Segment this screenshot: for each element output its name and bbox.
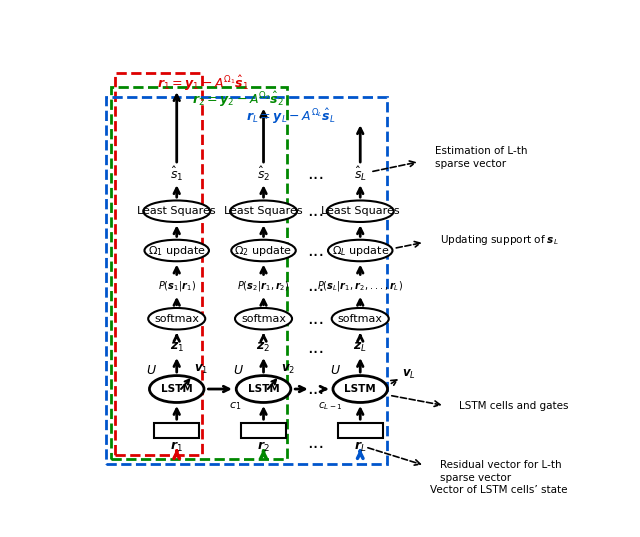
Text: $P(\boldsymbol{s}_1|\boldsymbol{r}_1)$: $P(\boldsymbol{s}_1|\boldsymbol{r}_1)$	[157, 279, 196, 293]
Ellipse shape	[332, 308, 388, 330]
Text: $U$: $U$	[233, 364, 244, 377]
Text: $\boldsymbol{z}_L$: $\boldsymbol{z}_L$	[353, 341, 367, 354]
Text: $\Omega_L$ update: $\Omega_L$ update	[332, 243, 389, 258]
Text: softmax: softmax	[241, 314, 286, 324]
Text: Least Squares: Least Squares	[321, 206, 399, 216]
Text: ...: ...	[307, 277, 324, 295]
Bar	[115, 72, 202, 455]
Ellipse shape	[328, 240, 392, 262]
FancyBboxPatch shape	[338, 423, 383, 438]
Text: Vector of LSTM cells’ state: Vector of LSTM cells’ state	[429, 485, 567, 495]
Ellipse shape	[230, 200, 297, 222]
Text: $\boldsymbol{r}_2 = \boldsymbol{y}_2 - A^{\Omega_2}\hat{\boldsymbol{s}}_2$: $\boldsymbol{r}_2 = \boldsymbol{y}_2 - A…	[191, 90, 284, 109]
FancyBboxPatch shape	[241, 423, 286, 438]
Text: $c_1$: $c_1$	[228, 401, 241, 412]
Text: $P(\boldsymbol{s}_2|\boldsymbol{r}_1,\boldsymbol{r}_2)$: $P(\boldsymbol{s}_2|\boldsymbol{r}_1,\bo…	[237, 279, 290, 293]
Text: $\Omega_2$ update: $\Omega_2$ update	[234, 243, 292, 258]
Ellipse shape	[150, 375, 204, 402]
Text: LSTM: LSTM	[161, 384, 193, 394]
Text: softmax: softmax	[338, 314, 383, 324]
Text: ...: ...	[307, 339, 324, 357]
Ellipse shape	[145, 240, 209, 262]
Text: $\boldsymbol{v}_1$: $\boldsymbol{v}_1$	[195, 362, 209, 376]
Bar	[111, 87, 287, 459]
Text: LSTM cells and gates: LSTM cells and gates	[460, 401, 569, 411]
Text: $c_{L-1}$: $c_{L-1}$	[318, 401, 343, 412]
Text: $\boldsymbol{v}_2$: $\boldsymbol{v}_2$	[281, 362, 296, 376]
Ellipse shape	[143, 200, 210, 222]
Bar	[106, 97, 387, 465]
Text: $U$: $U$	[330, 364, 341, 377]
Text: ...: ...	[307, 434, 324, 452]
Ellipse shape	[327, 200, 394, 222]
Text: $\boldsymbol{r}_2$: $\boldsymbol{r}_2$	[257, 440, 270, 454]
Text: Residual vector for L-th
sparse vector: Residual vector for L-th sparse vector	[440, 460, 561, 483]
Text: ...: ...	[307, 380, 324, 398]
Text: $\hat{s}_L$: $\hat{s}_L$	[354, 165, 367, 183]
Text: Estimation of L-th
sparse vector: Estimation of L-th sparse vector	[435, 146, 527, 169]
Text: $\hat{s}_2$: $\hat{s}_2$	[257, 165, 270, 183]
Text: $\boldsymbol{r}_1$: $\boldsymbol{r}_1$	[170, 440, 183, 454]
Ellipse shape	[231, 240, 296, 262]
Text: $\boldsymbol{z}_1$: $\boldsymbol{z}_1$	[170, 341, 184, 354]
Text: ...: ...	[307, 242, 324, 259]
Text: ...: ...	[307, 310, 324, 328]
Ellipse shape	[235, 308, 292, 330]
Text: $\boldsymbol{r}_L$: $\boldsymbol{r}_L$	[354, 440, 367, 454]
Text: Updating support of $\boldsymbol{s}_L$: Updating support of $\boldsymbol{s}_L$	[440, 233, 559, 247]
Text: ...: ...	[307, 202, 324, 220]
Text: LSTM: LSTM	[344, 384, 376, 394]
Text: $U$: $U$	[147, 364, 157, 377]
Ellipse shape	[148, 308, 205, 330]
Ellipse shape	[236, 375, 291, 402]
Text: $\boldsymbol{v}_L$: $\boldsymbol{v}_L$	[403, 368, 416, 381]
Text: $\hat{s}_1$: $\hat{s}_1$	[170, 165, 184, 183]
Text: Least Squares: Least Squares	[138, 206, 216, 216]
Text: softmax: softmax	[154, 314, 199, 324]
Text: LSTM: LSTM	[248, 384, 280, 394]
Ellipse shape	[333, 375, 388, 402]
Text: Least Squares: Least Squares	[224, 206, 303, 216]
Text: $\boldsymbol{z}_2$: $\boldsymbol{z}_2$	[257, 341, 271, 354]
Text: $\Omega_1$ update: $\Omega_1$ update	[148, 243, 205, 258]
Text: ...: ...	[307, 165, 324, 183]
Text: $\boldsymbol{r}_L = \boldsymbol{y}_L - A^{\Omega_L}\hat{\boldsymbol{s}}_L$: $\boldsymbol{r}_L = \boldsymbol{y}_L - A…	[246, 107, 336, 126]
Text: $P(\boldsymbol{s}_L|\boldsymbol{r}_1,\boldsymbol{r}_2,...,\boldsymbol{r}_L)$: $P(\boldsymbol{s}_L|\boldsymbol{r}_1,\bo…	[317, 279, 403, 293]
Text: $\boldsymbol{r}_1 = \boldsymbol{y}_1 - A^{\Omega_1}\hat{\boldsymbol{s}}_1$: $\boldsymbol{r}_1 = \boldsymbol{y}_1 - A…	[157, 74, 249, 92]
FancyBboxPatch shape	[154, 423, 199, 438]
